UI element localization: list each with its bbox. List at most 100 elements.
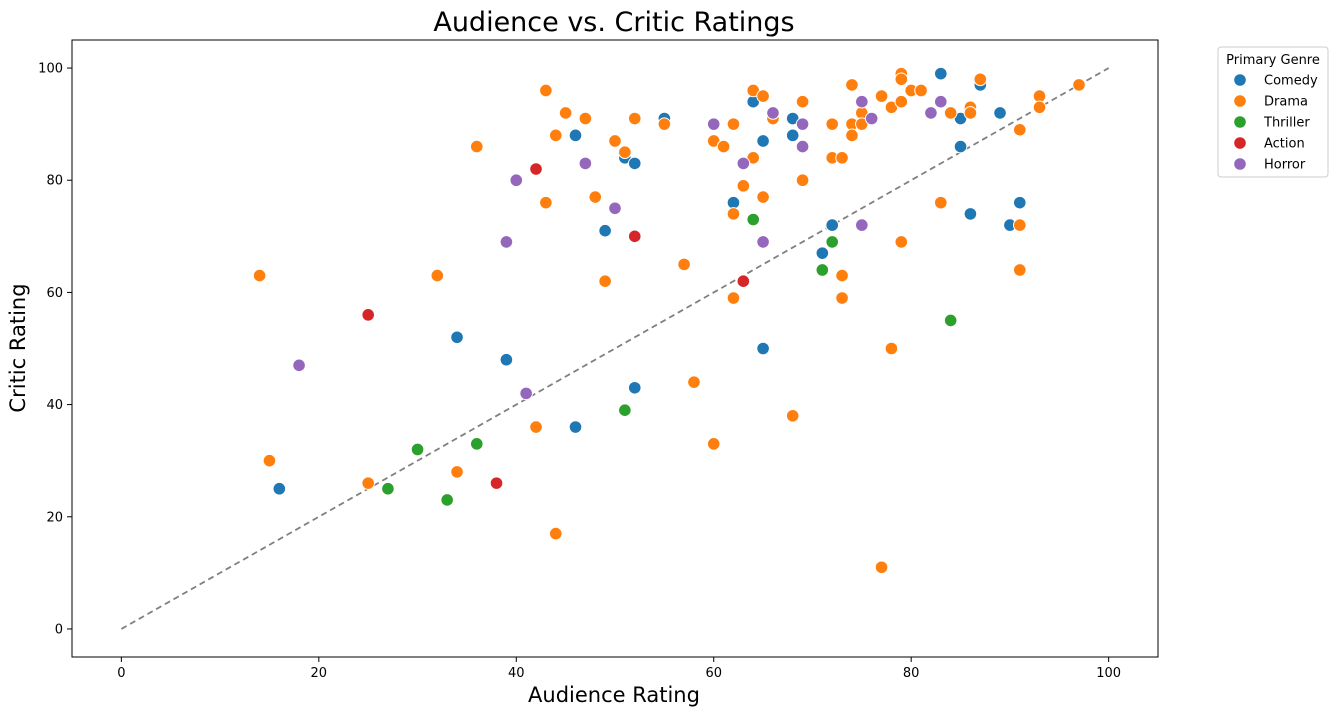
point-comedy [272,481,287,496]
point-drama [726,291,741,305]
point-drama [874,560,889,575]
point-drama [548,526,563,541]
chart-title: Audience vs. Critic Ratings [433,7,794,38]
point-drama [687,375,701,389]
point-action [489,476,504,490]
y-axis-title: Critic Rating [6,283,30,412]
point-comedy [568,420,583,434]
series-horror [292,94,948,401]
legend-marker [1233,115,1247,129]
series-thriller [381,212,958,507]
x-tick-label: 0 [117,666,125,681]
point-drama [548,128,563,143]
point-horror [924,106,938,120]
legend-label: Drama [1264,95,1308,110]
point-drama [430,268,445,283]
legend-label: Comedy [1264,74,1318,89]
x-tick-label: 40 [508,666,525,681]
point-drama [1012,218,1027,232]
point-horror [766,106,780,120]
point-drama [795,173,810,188]
point-comedy [825,218,840,232]
point-thriller [469,437,484,451]
point-drama [598,274,612,288]
point-comedy [756,134,770,148]
point-drama [469,139,484,154]
legend-item-comedy: Comedy [1233,73,1318,89]
point-comedy [598,223,612,238]
point-comedy [568,128,583,143]
point-drama [825,117,840,131]
point-horror [706,117,721,131]
point-horror [499,235,514,249]
point-drama [894,94,909,109]
point-drama [726,117,741,131]
point-action [529,162,543,176]
point-drama [716,139,731,154]
y-tick-label: 40 [46,398,63,413]
legend-label: Action [1264,137,1305,152]
x-axis: 0 20 40 60 80 100 [117,657,1121,681]
y-tick-label: 0 [55,622,63,637]
legend-item-drama: Drama [1233,94,1308,110]
point-comedy [499,352,514,367]
point-comedy [756,341,770,356]
point-comedy [953,139,968,154]
legend-marker [1233,94,1247,108]
point-drama [835,291,849,305]
point-drama [1012,122,1027,137]
point-drama [736,179,751,193]
point-drama [1032,100,1047,115]
point-comedy [726,195,741,210]
x-tick-label: 80 [903,666,920,681]
point-drama [1072,78,1086,92]
x-axis-title: Audience Rating [528,683,700,707]
y-tick-label: 60 [46,286,63,301]
point-drama [884,341,899,356]
point-horror [934,94,948,109]
y-tick-label: 80 [46,174,63,189]
point-horror [736,156,751,171]
legend-marker [1233,157,1247,171]
point-drama [262,453,277,468]
point-horror [756,235,770,249]
point-drama [835,268,849,283]
point-drama [361,476,375,490]
legend-marker [1233,73,1247,87]
point-thriller [618,403,632,418]
y-tick-label: 100 [38,62,63,77]
point-thriller [943,313,958,328]
point-drama [1032,89,1047,103]
point-thriller [746,212,761,227]
point-horror [795,139,810,154]
point-drama [657,117,672,131]
point-drama [608,134,622,148]
point-drama [539,195,553,210]
point-comedy [627,156,642,171]
legend-item-action: Action [1233,136,1305,152]
point-comedy [1012,195,1027,210]
point-comedy [785,128,800,143]
point-drama [252,268,267,283]
point-drama [726,207,741,221]
point-drama [578,111,593,126]
point-drama [934,195,948,210]
point-horror [864,111,879,126]
point-drama [756,89,770,103]
data-points [252,66,1086,575]
legend-marker [1233,136,1247,150]
y-tick-label: 20 [46,510,63,525]
legend-item-thriller: Thriller [1233,115,1310,131]
point-drama [618,145,632,159]
point-horror [519,386,533,401]
point-thriller [410,442,425,457]
point-drama [914,83,928,98]
point-drama [963,106,978,120]
point-horror [795,117,810,131]
point-horror [608,201,622,216]
point-horror [578,156,593,171]
point-drama [973,72,988,87]
point-drama [795,94,810,109]
point-horror [292,358,306,373]
